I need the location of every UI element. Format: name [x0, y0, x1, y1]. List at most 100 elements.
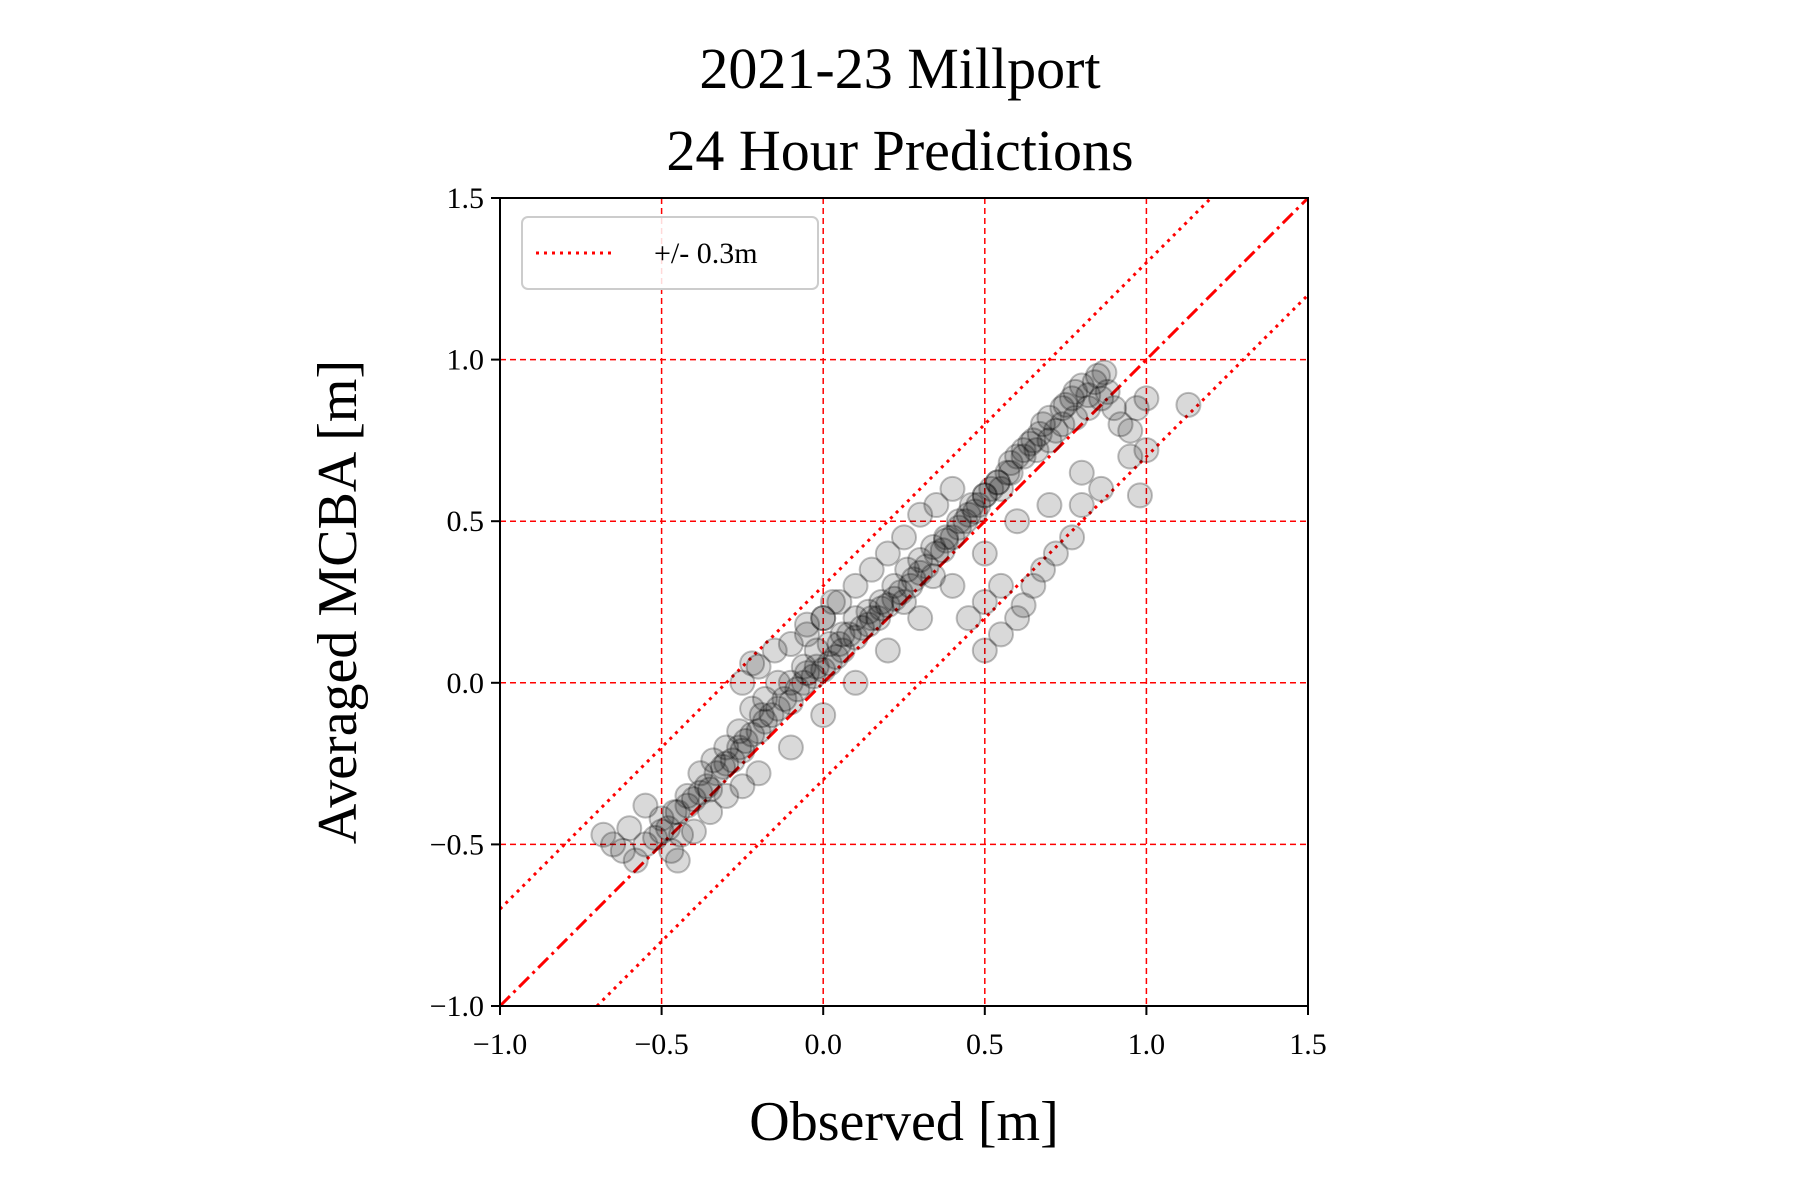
data-point [816, 650, 843, 677]
x-tick-label: −0.5 [634, 1028, 688, 1061]
data-point [632, 792, 659, 819]
data-point [891, 589, 917, 615]
data-point [745, 653, 772, 680]
reference-lines [498, 196, 1310, 1008]
y-tick-label: −1.0 [430, 990, 484, 1023]
data-point [848, 614, 875, 641]
data-point [1042, 540, 1069, 567]
data-point [955, 605, 982, 632]
data-point [955, 501, 982, 528]
data-point [1068, 459, 1095, 486]
y-tick-label: 0.0 [447, 667, 485, 700]
data-point [658, 837, 685, 864]
data-point [803, 653, 830, 680]
data-point [816, 631, 843, 658]
data-point [1068, 492, 1095, 519]
data-point [900, 566, 927, 593]
data-point [1049, 411, 1076, 438]
data-point [732, 727, 759, 754]
x-tick-label: 1.0 [1128, 1028, 1166, 1061]
data-point [739, 721, 766, 748]
data-point [907, 501, 934, 528]
data-point [719, 747, 746, 774]
data-point [1126, 482, 1153, 509]
legend: +/- 0.3m [521, 216, 819, 290]
data-point [700, 747, 727, 774]
y-tick-label: 1.5 [447, 182, 485, 215]
data-point [1036, 492, 1063, 519]
data-point [823, 643, 850, 670]
data-point [790, 653, 817, 680]
data-point [655, 815, 682, 842]
data-point [794, 611, 821, 638]
data-point [971, 482, 998, 509]
data-point [739, 695, 766, 722]
data-point [1091, 359, 1118, 386]
data-point [920, 563, 947, 590]
data-point [745, 760, 772, 787]
data-point [642, 824, 669, 851]
tolerance-line [498, 196, 1213, 911]
data-point [1068, 372, 1095, 399]
data-point [887, 579, 914, 606]
data-point [933, 524, 960, 551]
data-point [881, 572, 908, 599]
data-point [590, 821, 617, 848]
grid [500, 198, 1308, 1006]
data-point [945, 508, 972, 535]
data-point [881, 585, 908, 612]
data-point [752, 685, 779, 712]
data-point [1017, 430, 1044, 457]
data-point [842, 624, 869, 651]
data-point [1094, 378, 1121, 405]
data-point [874, 637, 901, 664]
data-point [1029, 411, 1056, 438]
data-point [1010, 443, 1037, 470]
data-point [984, 469, 1011, 496]
data-point [713, 734, 740, 761]
data-point [661, 799, 688, 826]
data-point [987, 572, 1014, 599]
data-point [664, 799, 691, 826]
data-point [1133, 385, 1160, 412]
data-point [794, 621, 821, 648]
data-point [971, 637, 998, 664]
data-point [674, 782, 701, 809]
data-point [952, 508, 979, 535]
data-point [680, 818, 707, 845]
data-point [697, 776, 724, 803]
data-point [971, 589, 998, 615]
data-point [1059, 524, 1086, 551]
data-points [590, 359, 1202, 874]
data-point [803, 637, 830, 664]
data-point [923, 492, 950, 519]
data-point [829, 637, 856, 664]
data-point [894, 556, 921, 583]
data-point [1023, 437, 1050, 464]
data-point [1117, 443, 1144, 470]
data-point [1075, 395, 1102, 422]
data-point [667, 821, 694, 848]
data-point [1029, 556, 1056, 583]
data-point [764, 669, 791, 696]
data-point [713, 782, 740, 809]
x-tick-label: −1.0 [473, 1028, 527, 1061]
data-point [984, 469, 1011, 496]
data-point [1062, 378, 1089, 405]
data-point [648, 805, 675, 832]
data-point [1062, 404, 1089, 431]
data-point [758, 702, 785, 729]
data-point [958, 492, 985, 519]
data-point [790, 669, 817, 696]
data-point [842, 572, 869, 599]
data-point [810, 605, 837, 632]
data-point [1020, 572, 1047, 599]
x-tick-label: 0.5 [966, 1028, 1004, 1061]
y-tick-label: 0.5 [447, 505, 485, 538]
data-point [923, 540, 950, 567]
data-point [771, 685, 798, 712]
data-point [1059, 385, 1086, 412]
data-point [764, 695, 791, 722]
x-tick-label: 1.5 [1289, 1028, 1327, 1061]
